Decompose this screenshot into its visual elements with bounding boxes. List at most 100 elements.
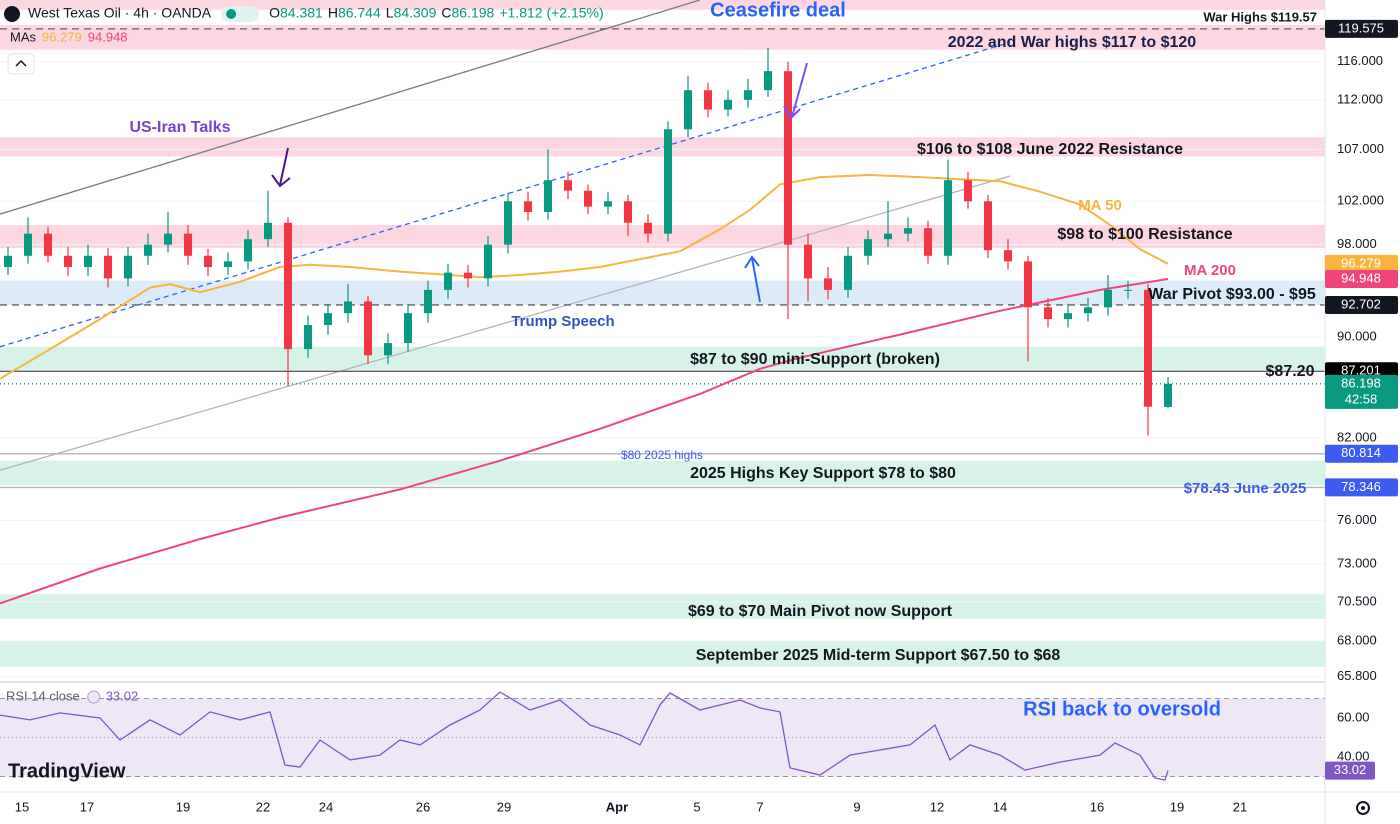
x-tick-label: 16 bbox=[1090, 799, 1104, 814]
trendline bbox=[0, 175, 1011, 471]
price-pane bbox=[0, 0, 1325, 678]
y-tick-label: 98.000 bbox=[1337, 236, 1377, 251]
candle-body bbox=[104, 255, 112, 279]
candle-body bbox=[44, 233, 52, 256]
x-tick-label: 19 bbox=[176, 799, 190, 814]
candle-body bbox=[4, 255, 12, 268]
price-tag-label: 119.575 bbox=[1338, 20, 1384, 35]
candle-body bbox=[244, 239, 252, 262]
rsi-icon bbox=[87, 690, 101, 704]
price-tag-label: 78.346 bbox=[1341, 479, 1381, 494]
settings-icon[interactable] bbox=[1356, 801, 1370, 815]
price-tag bbox=[1325, 444, 1398, 463]
annotation: September 2025 Mid-term Support $67.50 t… bbox=[696, 647, 1061, 664]
rsi-price-tag bbox=[1325, 761, 1375, 780]
zone bbox=[0, 460, 1325, 486]
rsi-tick-label: 60.00 bbox=[1337, 709, 1370, 724]
candle-body bbox=[744, 90, 752, 100]
annotation: RSI back to oversold bbox=[1023, 698, 1221, 720]
annotation: $80 2025 highs bbox=[621, 448, 703, 462]
legend-toggle-dot bbox=[226, 9, 237, 19]
candle-body bbox=[224, 261, 232, 268]
legend-text: West Texas Oil · 4h · OANDA bbox=[28, 5, 212, 21]
y-tick-label: 65.800 bbox=[1337, 668, 1377, 683]
x-tick-label: 19 bbox=[1170, 799, 1184, 814]
candle-body bbox=[904, 228, 912, 234]
candle-body bbox=[344, 301, 352, 314]
gear[interactable] bbox=[1356, 801, 1370, 815]
candle-body bbox=[24, 233, 32, 256]
gear-center bbox=[1361, 806, 1365, 810]
x-tick-label: 9 bbox=[853, 799, 860, 814]
legend-text: 33.02 bbox=[106, 688, 139, 703]
annotation: $87.20 bbox=[1266, 363, 1315, 380]
legend: West Texas Oil · 4h · OANDA O 84.381 H 86.74… bbox=[4, 5, 604, 704]
collapse-button[interactable] bbox=[7, 53, 35, 75]
candle-body bbox=[524, 201, 532, 212]
trendline bbox=[0, 41, 1011, 348]
candle-body bbox=[584, 190, 592, 207]
y-tick-label: 102.000 bbox=[1337, 193, 1384, 208]
watermark: TradingView bbox=[8, 760, 126, 782]
candle-body bbox=[864, 239, 872, 256]
x-tick-label: 15 bbox=[15, 799, 29, 814]
price-tag bbox=[1325, 254, 1398, 273]
candle-body bbox=[884, 233, 892, 240]
x-tick-label: Apr bbox=[606, 799, 628, 814]
annotation: US-Iran Talks bbox=[129, 119, 230, 136]
legend-text: L bbox=[386, 5, 394, 21]
y-tick-label: 68.000 bbox=[1337, 632, 1377, 647]
zone bbox=[0, 641, 1325, 667]
legend-text: 84.381 bbox=[280, 5, 323, 21]
price-tag-label: 86.198 bbox=[1341, 375, 1381, 390]
candle-body bbox=[964, 180, 972, 202]
candle-body bbox=[624, 201, 632, 223]
price-tag-label: 96.279 bbox=[1341, 255, 1381, 270]
price-tag-label: 92.702 bbox=[1341, 296, 1381, 311]
candle-body bbox=[144, 244, 152, 256]
candle-body bbox=[1064, 313, 1072, 320]
arrow bbox=[783, 62, 808, 120]
candle-body bbox=[984, 201, 992, 251]
candle-body bbox=[924, 228, 932, 256]
x-tick-label: 12 bbox=[930, 799, 944, 814]
legend-text: 86.744 bbox=[338, 5, 381, 21]
y-tick-label: 90.000 bbox=[1337, 328, 1377, 343]
candle-body bbox=[444, 272, 452, 290]
moving-average bbox=[0, 278, 1169, 605]
x-tick-label: 17 bbox=[80, 799, 94, 814]
legend-text: H bbox=[328, 5, 338, 21]
trendline bbox=[0, 0, 701, 215]
candle-body bbox=[804, 244, 812, 279]
annotation: War Highs $119.57 bbox=[1203, 9, 1317, 24]
annotation: MA 200 bbox=[1184, 262, 1236, 279]
price-tag bbox=[1325, 269, 1398, 288]
zone bbox=[0, 594, 1325, 619]
price-tag bbox=[1325, 478, 1398, 497]
candle-body bbox=[464, 272, 472, 279]
y-tick-label: 70.500 bbox=[1337, 593, 1377, 608]
price-tag bbox=[1325, 295, 1398, 314]
candle-body bbox=[1044, 307, 1052, 320]
legend-text: O bbox=[269, 5, 280, 21]
candle-body bbox=[824, 278, 832, 290]
price-tag-label: 94.948 bbox=[1341, 270, 1381, 285]
price-tag bbox=[1325, 19, 1398, 38]
rsi-price-tag-label: 33.02 bbox=[1334, 762, 1367, 777]
symbol-icon bbox=[4, 6, 20, 22]
candle-body bbox=[204, 255, 212, 268]
candle-body bbox=[784, 71, 792, 245]
candle-body bbox=[64, 255, 72, 268]
candle-body bbox=[684, 90, 692, 130]
candle-body bbox=[604, 201, 612, 207]
annotation: War Pivot $93.00 - $95 bbox=[1148, 286, 1316, 303]
x-tick-label: 7 bbox=[756, 799, 763, 814]
candle-body bbox=[184, 233, 192, 256]
zone bbox=[0, 137, 1325, 157]
candle-body bbox=[124, 255, 132, 279]
collapse-icon bbox=[15, 59, 27, 67]
candle-body bbox=[404, 313, 412, 344]
candle-body bbox=[724, 99, 732, 110]
legend-text: 94.948 bbox=[88, 29, 128, 44]
annotation: MA 50 bbox=[1078, 197, 1122, 214]
